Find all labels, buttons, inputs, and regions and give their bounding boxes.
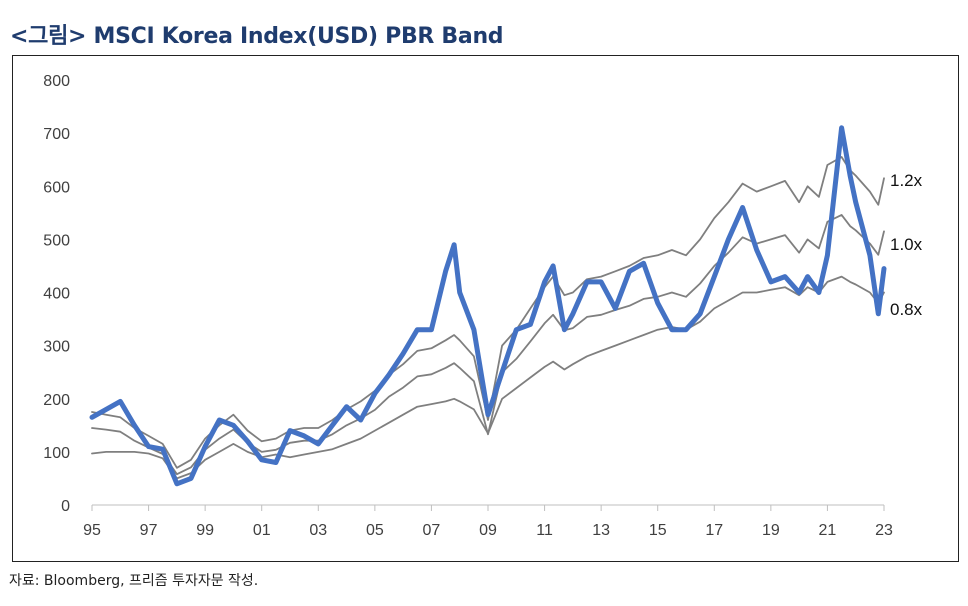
chart-frame bbox=[12, 55, 959, 562]
x-tick-label: 09 bbox=[479, 522, 497, 539]
x-tick-label: 03 bbox=[309, 522, 327, 539]
band-labels: 1.2x 1.0x 0.8x bbox=[890, 171, 923, 319]
y-tick-label: 100 bbox=[43, 445, 70, 462]
x-tick-label: 23 bbox=[875, 522, 893, 539]
series-layer bbox=[89, 125, 887, 487]
y-tick-label: 700 bbox=[43, 126, 70, 143]
y-tick-label: 800 bbox=[43, 73, 70, 90]
x-tick-label: 11 bbox=[536, 522, 553, 539]
x-tick-label: 99 bbox=[196, 522, 214, 539]
x-tick-label: 13 bbox=[592, 522, 610, 539]
x-tick-label: 15 bbox=[649, 522, 667, 539]
source-note: 자료: Bloomberg, 프리즘 투자자문 작성. bbox=[9, 573, 259, 589]
y-tick-label: 0 bbox=[61, 498, 70, 515]
band-label: 1.0x bbox=[890, 235, 923, 254]
x-tick-label: 07 bbox=[423, 522, 441, 539]
y-tick-label: 500 bbox=[43, 232, 70, 249]
y-tick-label: 200 bbox=[43, 392, 70, 409]
y-tick-label: 400 bbox=[43, 286, 70, 303]
y-tick-label: 300 bbox=[43, 339, 70, 356]
index-series-line bbox=[89, 125, 887, 487]
band-label: 0.8x bbox=[890, 300, 923, 319]
pbr-band-line-1-2x bbox=[91, 156, 885, 469]
x-tick-label: 19 bbox=[762, 522, 780, 539]
y-tick-label: 600 bbox=[43, 179, 70, 196]
pbr-band-line-1-0x bbox=[91, 213, 885, 476]
x-tick-label: 97 bbox=[140, 522, 158, 539]
x-tick-label: 05 bbox=[366, 522, 384, 539]
band-label: 1.2x bbox=[890, 171, 923, 190]
x-tick-label: 01 bbox=[253, 522, 271, 539]
x-tick-label: 17 bbox=[705, 522, 723, 539]
x-tick-label: 21 bbox=[819, 522, 837, 539]
x-axis-ticks: 95 97 99 01 03 05 07 09 11 13 15 17 19 21 23 bbox=[83, 505, 893, 539]
chart-title: <그림> MSCI Korea Index(USD) PBR Band bbox=[10, 24, 504, 49]
x-tick-label: 95 bbox=[83, 522, 101, 539]
y-axis-ticks: 0 100 200 300 400 500 600 700 800 bbox=[43, 73, 70, 515]
pbr-band-line-0-8x bbox=[91, 275, 885, 480]
